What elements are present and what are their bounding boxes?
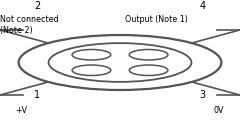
Text: 2: 2 bbox=[34, 1, 40, 11]
Text: 1: 1 bbox=[34, 90, 40, 100]
Text: 4: 4 bbox=[200, 1, 206, 11]
Text: Not connected
(Note 2): Not connected (Note 2) bbox=[0, 15, 59, 35]
Text: 3: 3 bbox=[200, 90, 206, 100]
Text: +V: +V bbox=[16, 106, 28, 115]
Text: Output (Note 1): Output (Note 1) bbox=[125, 15, 188, 24]
Text: 0V: 0V bbox=[213, 106, 224, 115]
